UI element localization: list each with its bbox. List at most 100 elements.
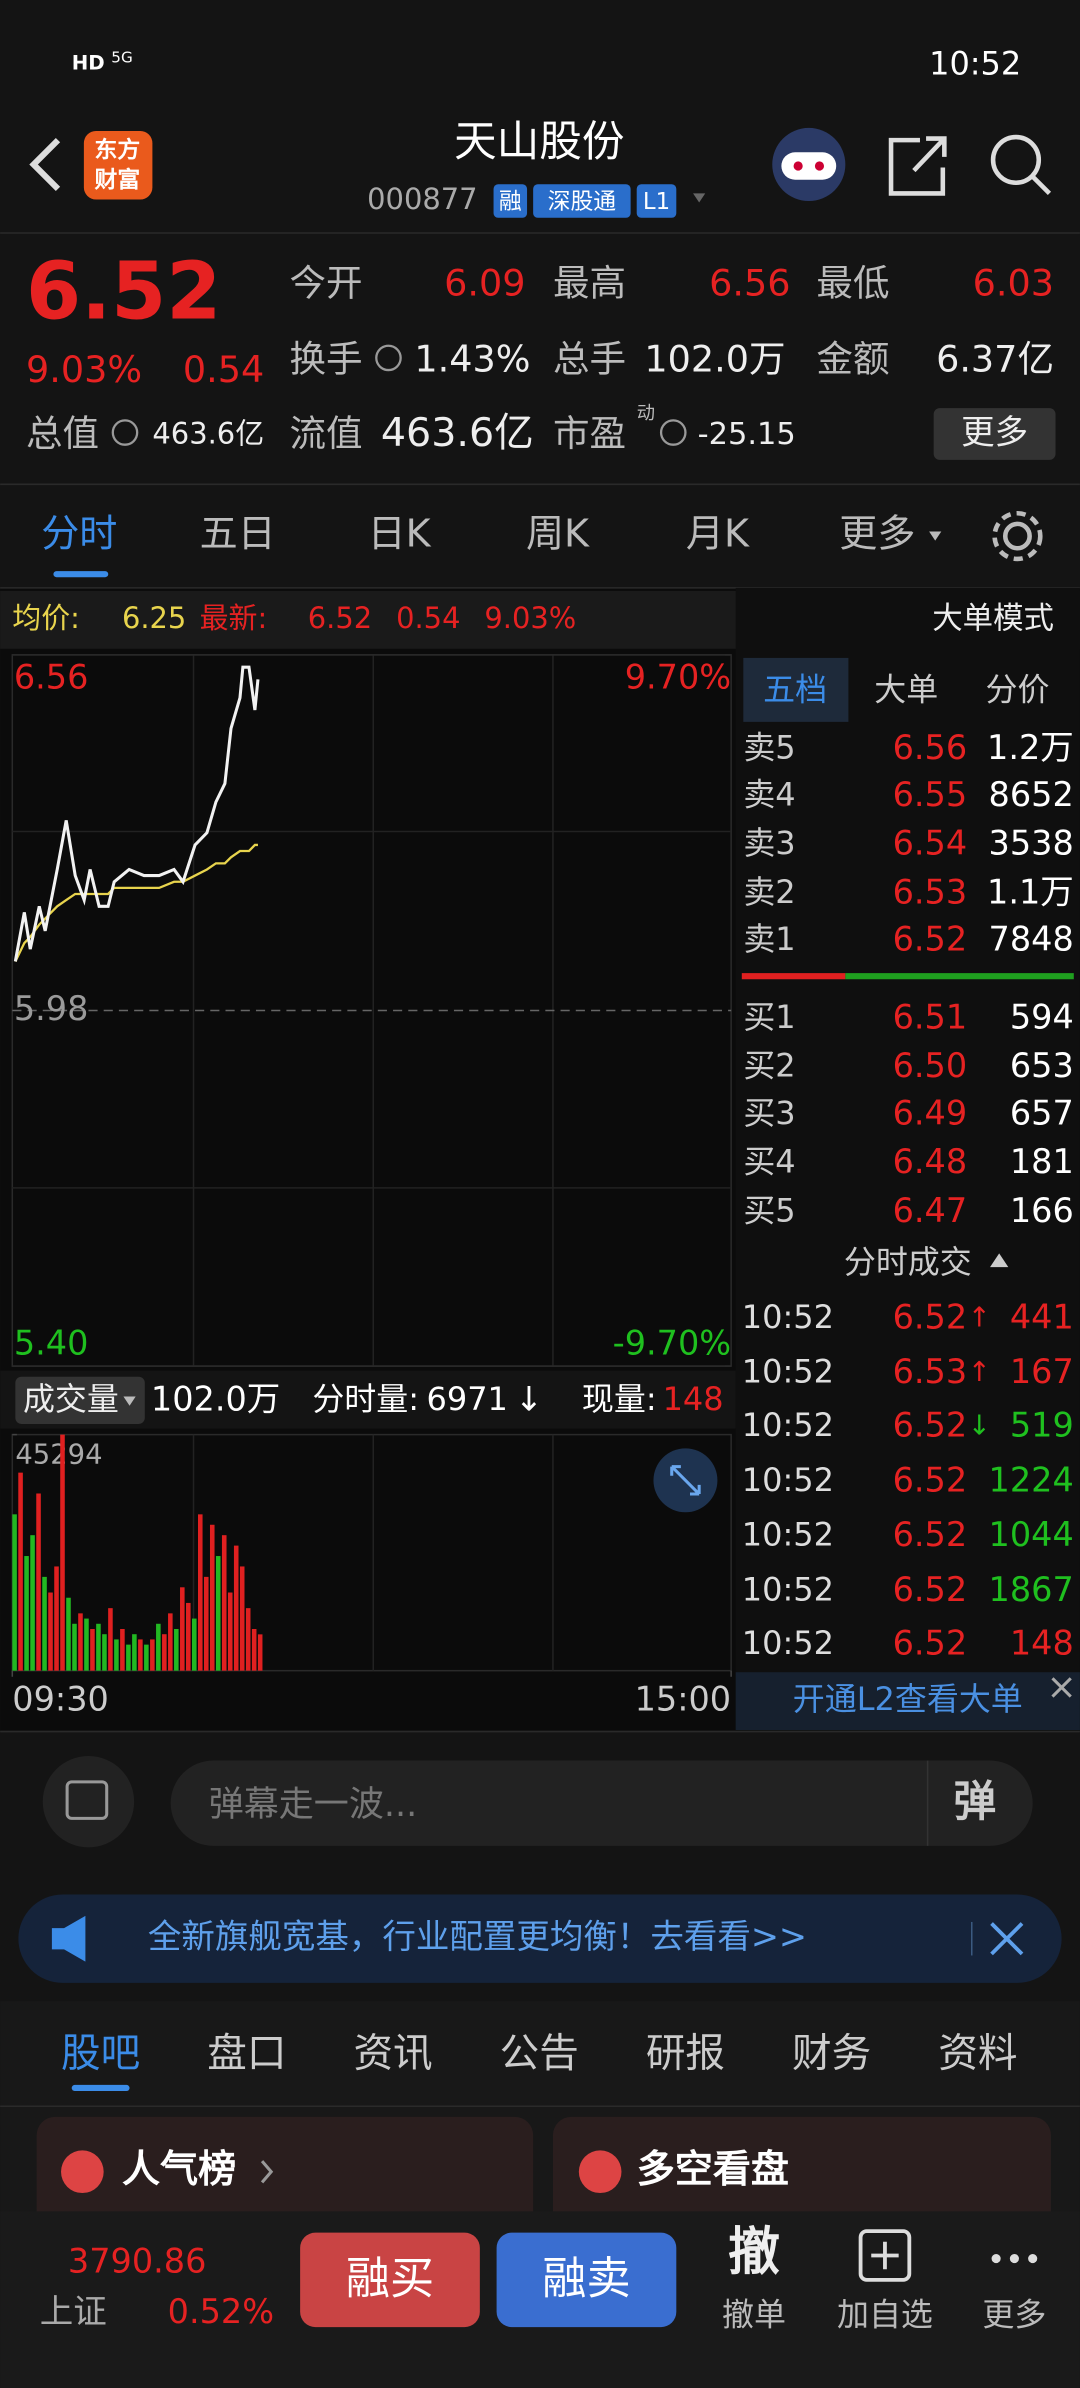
more-button-text[interactable]: 更多 xyxy=(961,413,1028,452)
tab[interactable]: 周K xyxy=(526,512,590,556)
action-label[interactable]: 撤单 xyxy=(722,2295,786,2333)
price: 6.52 xyxy=(26,244,221,337)
volume-bar xyxy=(42,1576,47,1671)
order-volume: 1.2万 xyxy=(987,728,1074,767)
danmu-input[interactable] xyxy=(170,1760,1033,1846)
field-label: 总手 xyxy=(553,337,626,380)
search-icon[interactable] xyxy=(990,134,1052,196)
danmu-settings[interactable] xyxy=(42,1755,135,1848)
l2-link[interactable]: 开通L2查看大单 xyxy=(793,1680,1023,1718)
banner-close[interactable] xyxy=(990,1922,1024,1956)
volume-bar xyxy=(78,1613,83,1671)
l2-bar[interactable] xyxy=(735,1672,1080,1731)
bottom-tab[interactable]: 资讯 xyxy=(353,2030,432,2076)
bottom-tab[interactable]: 研报 xyxy=(646,2030,725,2076)
order-label: 卖4 xyxy=(743,776,795,814)
badge-text: 融 xyxy=(499,189,522,215)
volume-bar xyxy=(215,1556,221,1671)
banner-box[interactable] xyxy=(18,1894,1062,1983)
trade-volume: 441 xyxy=(1010,1297,1074,1336)
volume-bar xyxy=(257,1634,263,1671)
order-volume: 181 xyxy=(1010,1142,1074,1181)
order-tab[interactable]: 大单 xyxy=(874,670,938,708)
volume-select-text[interactable]: 成交量 xyxy=(23,1380,119,1418)
trade-time: 10:52 xyxy=(742,1353,834,1391)
app-logo[interactable] xyxy=(83,130,153,200)
bottom-tab[interactable]: 公告 xyxy=(500,2030,579,2076)
tab[interactable]: 月K xyxy=(686,512,750,556)
field-sup: 动 xyxy=(637,403,655,424)
tab[interactable]: 日K xyxy=(368,512,432,556)
robot-icon[interactable] xyxy=(772,127,846,202)
trade-price: 6.52 xyxy=(893,1460,968,1499)
order-price: 6.55 xyxy=(893,775,968,814)
volume-bar xyxy=(180,1587,185,1671)
bottom-tab[interactable]: 盘口 xyxy=(207,2030,286,2076)
volume-total: 102.0万 xyxy=(151,1380,280,1419)
volume-bar xyxy=(60,1434,65,1671)
danmu-placeholder[interactable]: 弹幕走一波... xyxy=(209,1784,417,1825)
trade-arrow: ↓ xyxy=(968,1411,991,1442)
order-tab[interactable]: 五档 xyxy=(763,670,827,708)
field-label: 今开 xyxy=(289,261,362,304)
info-icon[interactable] xyxy=(659,419,687,446)
banner-text[interactable]: 全新旗舰宽基，行业配置更均衡！去看看>> xyxy=(148,1917,807,1956)
action-label[interactable]: 更多 xyxy=(982,2295,1046,2333)
share-icon[interactable] xyxy=(888,136,947,196)
y2-tick-label: -9.70% xyxy=(613,1323,732,1362)
back-button[interactable] xyxy=(29,137,61,192)
logo-text: 财富 xyxy=(95,167,141,194)
volume-bar xyxy=(132,1634,137,1671)
buy-button[interactable] xyxy=(300,2232,480,2328)
more-button[interactable] xyxy=(933,408,1056,460)
card-box[interactable] xyxy=(552,2116,1051,2239)
volume-bar xyxy=(12,1514,17,1671)
bottom-tab[interactable]: 财务 xyxy=(792,2030,871,2076)
buy-text[interactable]: 融买 xyxy=(346,2253,434,2304)
action-icon[interactable]: 撤 xyxy=(728,2223,780,2283)
add-watch-icon[interactable] xyxy=(858,2229,912,2282)
volume-bar xyxy=(245,1608,251,1671)
volume-bar xyxy=(102,1634,107,1671)
volume-bar xyxy=(138,1639,143,1671)
more-icon[interactable] xyxy=(991,2253,1038,2264)
order-price: 6.56 xyxy=(893,728,968,767)
card-box[interactable] xyxy=(36,2116,534,2239)
info-icon[interactable] xyxy=(375,344,402,372)
volume-select[interactable] xyxy=(15,1376,145,1424)
mode-button-text[interactable]: 大单模式 xyxy=(932,601,1054,636)
order-volume: 1.1万 xyxy=(987,872,1074,911)
card-title[interactable]: 多空看盘 xyxy=(637,2147,789,2191)
l2-close[interactable] xyxy=(1051,1677,1072,1698)
bottom-tab[interactable]: 股吧 xyxy=(61,2030,140,2076)
tab[interactable]: 五日 xyxy=(200,512,276,556)
settings-icon[interactable] xyxy=(992,510,1043,562)
card-title[interactable]: 人气榜 xyxy=(122,2147,236,2191)
sell-button[interactable] xyxy=(496,2232,677,2328)
y-tick-label: 5.40 xyxy=(14,1323,89,1362)
trade-price: 6.52 xyxy=(893,1406,968,1445)
trades-caret[interactable] xyxy=(990,1253,1009,1268)
info-pct: 9.03% xyxy=(484,601,576,635)
sell-text[interactable]: 融卖 xyxy=(542,2253,630,2304)
logo-text: 东方 xyxy=(95,136,141,163)
field-label: 最低 xyxy=(816,261,889,304)
volume-bar xyxy=(90,1628,95,1671)
action-label[interactable]: 加自选 xyxy=(837,2295,933,2333)
bottom-tab[interactable]: 资料 xyxy=(938,2030,1017,2076)
volume-bar xyxy=(209,1524,215,1671)
badge-dropdown[interactable] xyxy=(693,193,706,203)
tab[interactable]: 更多 xyxy=(839,512,915,556)
volume-bar xyxy=(174,1628,179,1671)
tab[interactable]: 分时 xyxy=(41,512,117,556)
field-value: 463.6亿 xyxy=(381,410,534,456)
order-volume: 657 xyxy=(1010,1093,1074,1132)
info-icon[interactable] xyxy=(111,419,139,446)
trades-title[interactable]: 分时成交 xyxy=(844,1243,972,1281)
card-chevron xyxy=(260,2160,274,2184)
expand-icon[interactable] xyxy=(653,1448,718,1513)
order-tab[interactable]: 分价 xyxy=(985,670,1049,708)
danmu-button[interactable]: 弹 xyxy=(953,1777,996,1827)
tab-dropdown[interactable] xyxy=(929,531,942,541)
